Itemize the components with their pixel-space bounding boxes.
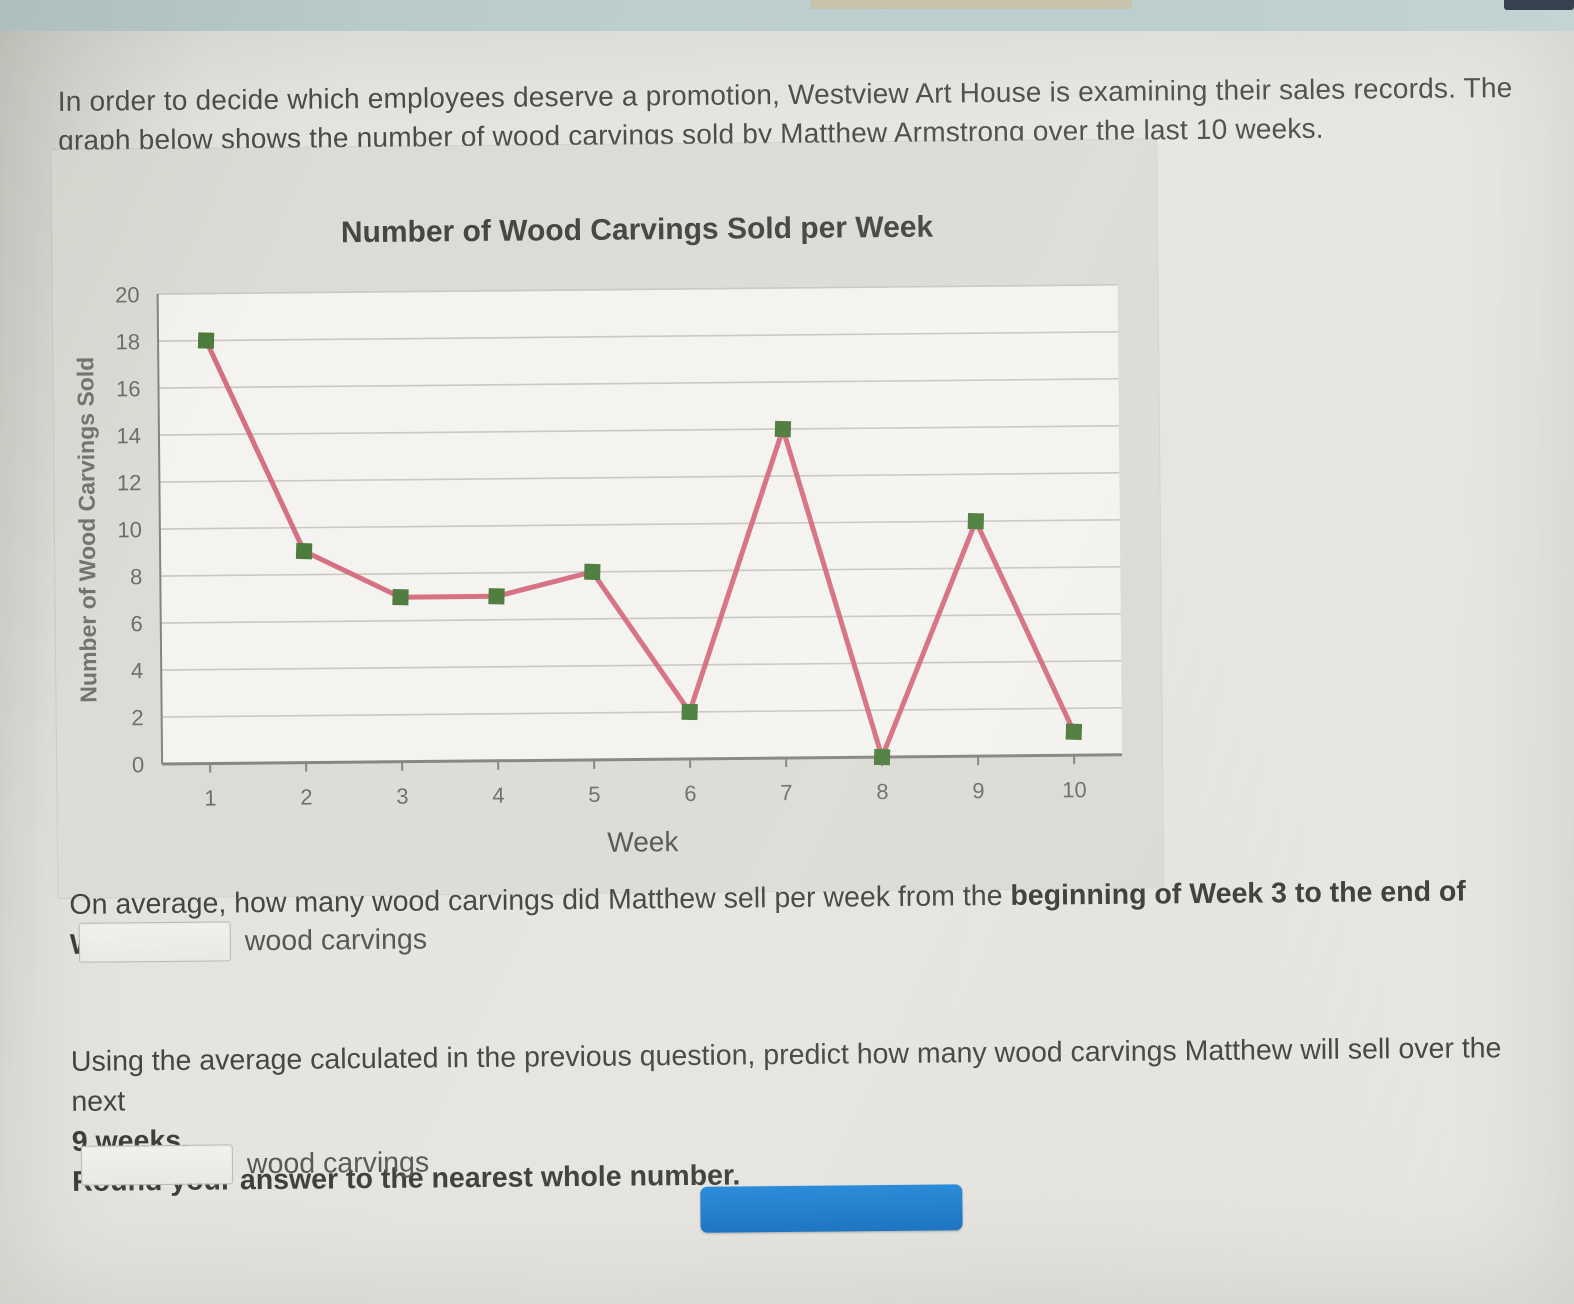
submit-button[interactable] <box>700 1184 963 1233</box>
question-2-unit-label: wood carvings <box>246 1145 430 1180</box>
y-tick-label: 20 <box>115 282 140 307</box>
x-tick-label: 9 <box>972 778 984 803</box>
y-tick-label: 16 <box>116 376 141 401</box>
data-point <box>295 542 313 560</box>
x-axis-title: Week <box>607 826 679 858</box>
x-tick-label: 5 <box>588 782 600 807</box>
y-tick-label: 8 <box>130 564 142 589</box>
y-tick-label: 12 <box>117 470 142 495</box>
x-tick-label: 2 <box>300 785 312 810</box>
x-tick-label: 3 <box>396 784 408 809</box>
chart-gridline <box>161 706 1122 718</box>
data-point <box>1065 723 1083 740</box>
question-2-answer-input[interactable] <box>80 1144 234 1186</box>
y-tick-label: 4 <box>131 658 143 683</box>
x-tick-label: 8 <box>876 779 888 804</box>
data-point <box>584 563 601 581</box>
question-1-answer-input[interactable] <box>78 921 232 963</box>
y-axis-title: Number of Wood Carvings Sold <box>72 357 101 703</box>
question-2-answer-row: wood carvings <box>80 1139 430 1188</box>
x-tick-label: 1 <box>204 785 216 810</box>
x-tick-label: 7 <box>780 780 792 805</box>
x-tick-label: 6 <box>684 781 696 806</box>
y-tick-label: 10 <box>117 517 142 542</box>
question-1-answer-row: wood carvings <box>78 916 428 965</box>
chart-gridline <box>158 331 1119 342</box>
y-tick-label: 6 <box>130 611 142 636</box>
question-1-unit-label: wood carvings <box>244 922 428 957</box>
chart-gridline <box>158 378 1119 389</box>
data-point <box>873 748 891 766</box>
top-right-window-fragment <box>1504 0 1574 10</box>
chart-gridline <box>160 566 1121 577</box>
x-tick-label: 10 <box>1062 777 1087 802</box>
data-line <box>203 338 1077 760</box>
y-tick-label: 2 <box>131 705 143 730</box>
chart-gridline <box>157 284 1118 295</box>
chart-gridline <box>158 425 1119 436</box>
top-tan-strip <box>810 0 1132 9</box>
screen-top-band <box>0 0 1574 31</box>
data-point <box>488 588 505 605</box>
data-point <box>681 703 698 721</box>
y-axis-line <box>156 294 164 765</box>
chart-panel: Number of Wood Carvings Sold per Week 0 2 4… <box>51 139 1164 899</box>
data-point <box>197 332 215 349</box>
wood-carvings-line-chart: Number of Wood Carvings Sold per Week 0 2 4… <box>72 211 1123 858</box>
chart-gridline <box>159 472 1120 483</box>
chart-gridline <box>161 659 1122 671</box>
chart-title: Number of Wood Carvings Sold per Week <box>341 211 934 250</box>
x-axis-line <box>162 753 1123 766</box>
data-point <box>392 589 409 606</box>
x-tick-label: 4 <box>492 783 504 808</box>
data-point <box>774 420 792 438</box>
y-tick-label: 0 <box>132 752 144 777</box>
data-point <box>967 512 985 530</box>
y-tick-label: 18 <box>115 329 140 354</box>
chart-gridline <box>159 519 1120 530</box>
y-tick-label: 14 <box>116 423 141 448</box>
chart-gridline <box>160 612 1121 624</box>
